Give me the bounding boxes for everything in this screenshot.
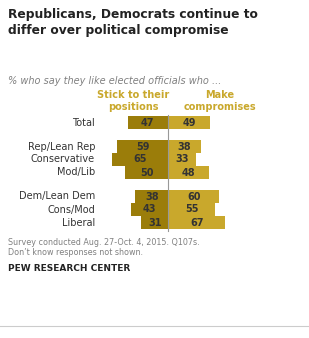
- Text: 43: 43: [143, 204, 156, 215]
- Text: 55: 55: [185, 204, 198, 215]
- Bar: [125, 166, 168, 179]
- Text: Survey conducted Aug. 27-Oct. 4, 2015. Q107s.
Don’t know responses not shown.: Survey conducted Aug. 27-Oct. 4, 2015. Q…: [8, 238, 200, 258]
- Bar: [168, 140, 201, 153]
- Text: 50: 50: [140, 168, 153, 177]
- Text: 31: 31: [148, 217, 162, 227]
- Text: 33: 33: [176, 154, 189, 165]
- Text: % who say they like elected officials who ...: % who say they like elected officials wh…: [8, 76, 221, 86]
- Bar: [168, 190, 219, 203]
- Bar: [117, 140, 168, 153]
- Bar: [168, 203, 215, 216]
- Text: 47: 47: [141, 118, 154, 127]
- Text: 67: 67: [190, 217, 203, 227]
- Text: Rep/Lean Rep: Rep/Lean Rep: [28, 142, 95, 151]
- Bar: [168, 166, 209, 179]
- Text: Liberal: Liberal: [62, 217, 95, 227]
- Bar: [112, 153, 168, 166]
- Text: Republicans, Democrats continue to
differ over political compromise: Republicans, Democrats continue to diffe…: [8, 8, 258, 37]
- Text: Dem/Lean Dem: Dem/Lean Dem: [19, 192, 95, 201]
- Text: 60: 60: [187, 192, 201, 201]
- Bar: [168, 153, 196, 166]
- Text: Conservative: Conservative: [31, 154, 95, 165]
- Text: 59: 59: [136, 142, 150, 151]
- Text: 65: 65: [133, 154, 147, 165]
- Bar: [168, 116, 210, 129]
- Text: Total: Total: [72, 118, 95, 127]
- Bar: [168, 216, 226, 229]
- Bar: [142, 216, 168, 229]
- Bar: [131, 203, 168, 216]
- Text: 48: 48: [182, 168, 195, 177]
- Text: Make
compromises: Make compromises: [184, 90, 256, 113]
- Text: 49: 49: [182, 118, 196, 127]
- Text: PEW RESEARCH CENTER: PEW RESEARCH CENTER: [8, 264, 130, 273]
- Text: Stick to their
positions: Stick to their positions: [97, 90, 169, 113]
- Text: 38: 38: [145, 192, 159, 201]
- Text: Mod/Lib: Mod/Lib: [57, 168, 95, 177]
- Bar: [128, 116, 168, 129]
- Text: Cons/Mod: Cons/Mod: [47, 204, 95, 215]
- Text: 38: 38: [177, 142, 191, 151]
- Bar: [135, 190, 168, 203]
